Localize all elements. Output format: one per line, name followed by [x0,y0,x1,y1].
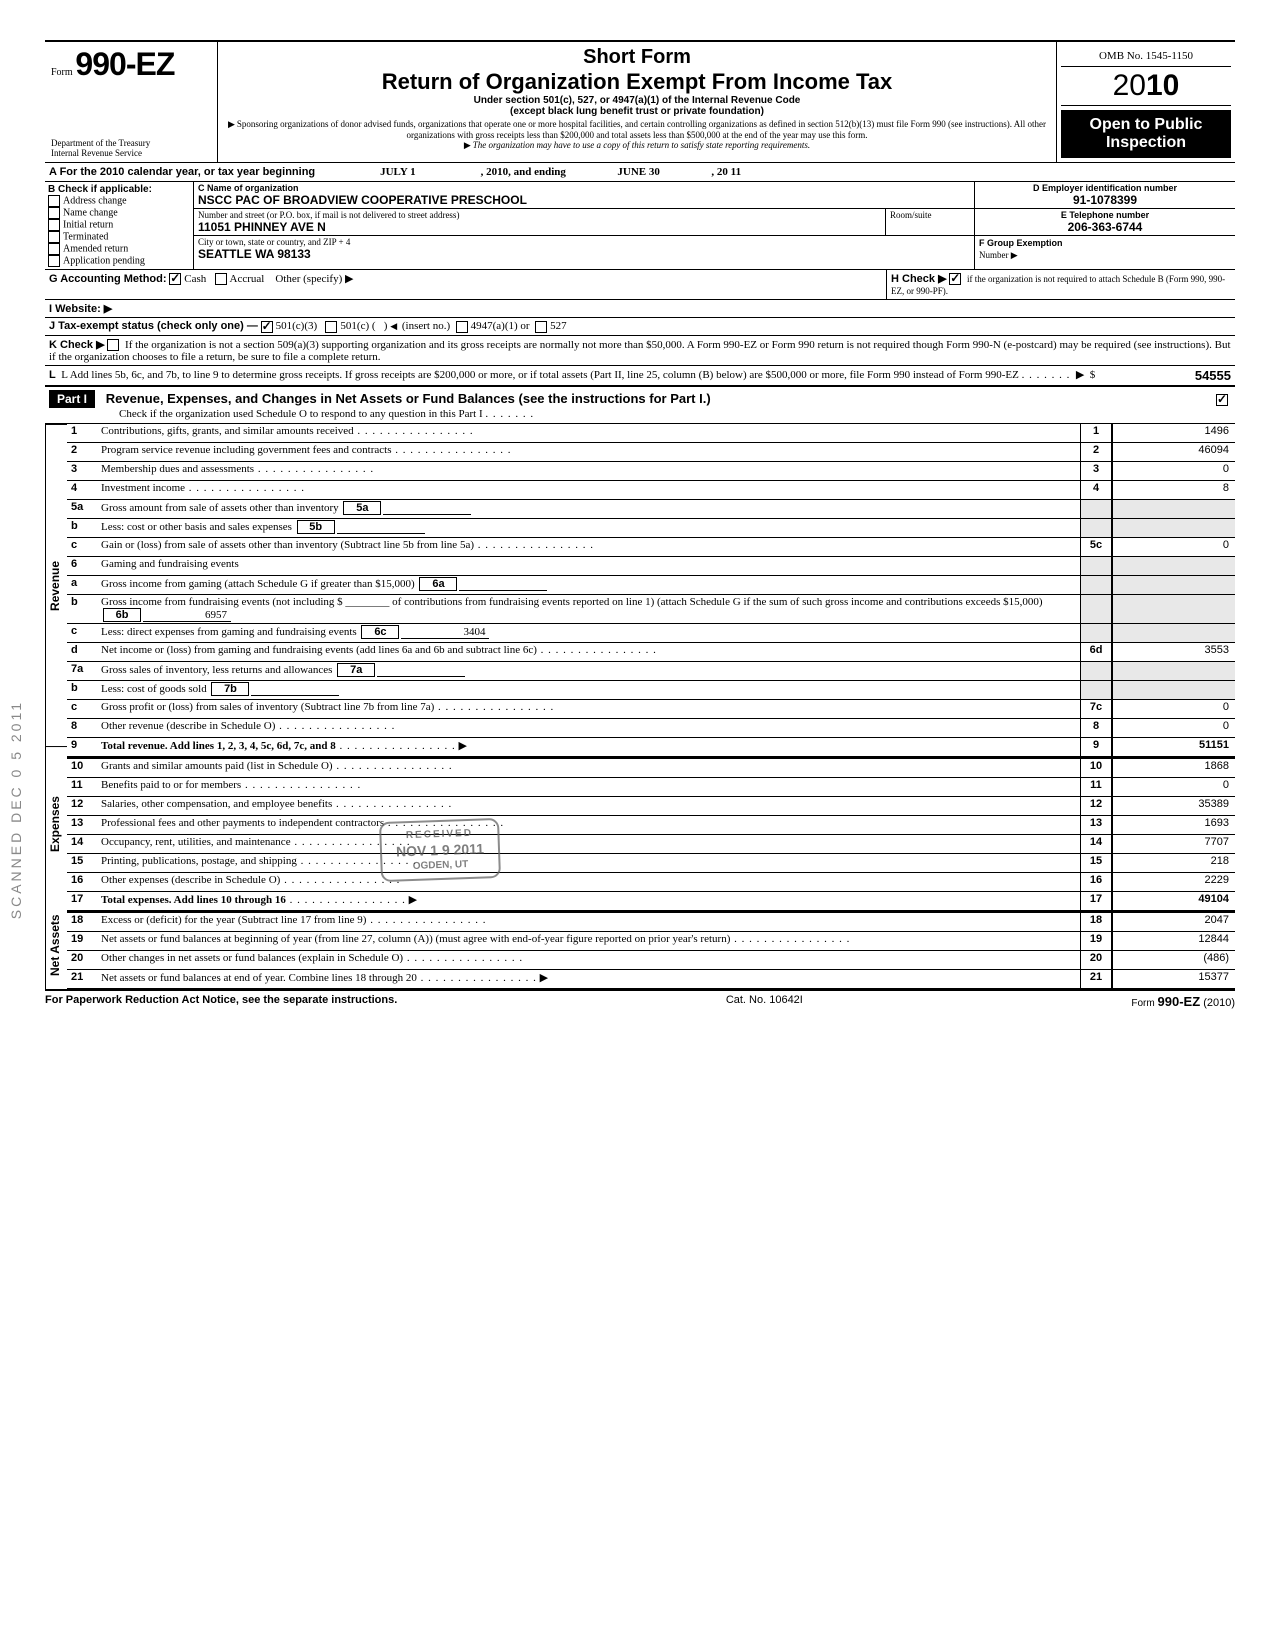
line-c: cGain or (loss) from sale of assets othe… [67,538,1235,557]
form-number: 990-EZ [75,46,174,82]
line-14: 14Occupancy, rent, utilities, and mainte… [67,835,1235,854]
j-501c3[interactable] [261,321,273,333]
cash-check[interactable] [169,273,181,285]
j-4947[interactable] [456,321,468,333]
expenses-tab: Expenses [45,746,67,901]
sponsor-text: Sponsoring organizations of donor advise… [228,119,1046,140]
line-19: 19Net assets or fund balances at beginni… [67,932,1235,951]
part1-header: Part I Revenue, Expenses, and Changes in… [45,387,1235,424]
line-a: A For the 2010 calendar year, or tax yea… [45,163,1235,182]
line-b: bLess: cost or other basis and sales exp… [67,519,1235,538]
netassets-tab: Net Assets [45,901,67,989]
pending-check[interactable] [48,255,60,267]
section-b: B Check if applicable: Address change Na… [45,182,194,269]
line-2: 2Program service revenue including gover… [67,443,1235,462]
f-number: Number ▶ [979,250,1018,260]
form-prefix: Form [51,67,73,78]
line-6: 6Gaming and fundraising events [67,557,1235,576]
accrual-check[interactable] [215,273,227,285]
terminated-check[interactable] [48,231,60,243]
page-footer: For Paperwork Reduction Act Notice, see … [45,991,1235,1009]
form-header: Form 990-EZ Department of the Treasury I… [45,40,1235,163]
amended-check[interactable] [48,243,60,255]
line-21: 21Net assets or fund balances at end of … [67,970,1235,989]
org-name: NSCC PAC OF BROADVIEW COOPERATIVE PRESCH… [198,193,970,207]
c-name-label: C Name of organization [198,183,970,193]
line-k: K Check ▶ If the organization is not a s… [45,336,1235,366]
line-h: H Check ▶ if the organization is not req… [886,270,1235,299]
line-18: 18Excess or (deficit) for the year (Subt… [67,911,1235,932]
copy-text: The organization may have to use a copy … [228,140,1046,151]
except-text: (except black lung benefit trust or priv… [228,106,1046,117]
line-20: 20Other changes in net assets or fund ba… [67,951,1235,970]
scanned-stamp: SCANNED DEC 0 5 2011 [8,700,24,919]
line-3: 3Membership dues and assessments30 [67,462,1235,481]
city-label: City or town, state or country, and ZIP … [198,237,970,247]
phone: 206-363-6744 [979,220,1231,234]
irs-label: Internal Revenue Service [51,148,211,158]
addr-change-check[interactable] [48,195,60,207]
initial-return-check[interactable] [48,219,60,231]
line-16: 16Other expenses (describe in Schedule O… [67,873,1235,892]
line-b: bGross income from fundraising events (n… [67,595,1235,624]
line-g: G Accounting Method: Cash Accrual Other … [45,270,886,299]
line-j: J Tax-exempt status (check only one) — 5… [45,318,1235,335]
revenue-tab: Revenue [45,424,67,746]
short-form-title: Short Form [228,46,1046,69]
d-label: D Employer identification number [979,183,1231,193]
line-5a: 5aGross amount from sale of assets other… [67,500,1235,519]
line-4: 4Investment income48 [67,481,1235,500]
h-check[interactable] [949,273,961,285]
line-11: 11Benefits paid to or for members110 [67,778,1235,797]
year-bold: 10 [1146,69,1179,102]
k-check[interactable] [107,339,119,351]
line-i: I Website: ▶ [45,300,1235,318]
line-c: cGross profit or (loss) from sales of in… [67,700,1235,719]
line-15: 15Printing, publications, postage, and s… [67,854,1235,873]
omb-number: OMB No. 1545-1150 [1061,46,1231,67]
street-label: Number and street (or P.O. box, if mail … [198,210,881,220]
year-prefix: 20 [1113,69,1146,102]
j-527[interactable] [535,321,547,333]
return-title: Return of Organization Exempt From Incom… [228,69,1046,95]
line-c: cLess: direct expenses from gaming and f… [67,624,1235,643]
open-public: Open to Public Inspection [1061,110,1231,158]
room-suite: Room/suite [885,209,974,235]
line-b: bLess: cost of goods sold 7b [67,681,1235,700]
line-9: 9Total revenue. Add lines 1, 2, 3, 4, 5c… [67,738,1235,757]
line-7a: 7aGross sales of inventory, less returns… [67,662,1235,681]
name-change-check[interactable] [48,207,60,219]
line-1: 1Contributions, gifts, grants, and simil… [67,424,1235,443]
j-501c[interactable] [325,321,337,333]
city: SEATTLE WA 98133 [198,247,970,261]
l-value: 54555 [1131,368,1231,383]
ein: 91-1078399 [979,193,1231,207]
f-label: F Group Exemption [979,238,1063,248]
e-label: E Telephone number [979,210,1231,220]
dept-treasury: Department of the Treasury [51,138,211,148]
line-12: 12Salaries, other compensation, and empl… [67,797,1235,816]
under-section: Under section 501(c), 527, or 4947(a)(1)… [228,95,1046,106]
line-a: aGross income from gaming (attach Schedu… [67,576,1235,595]
schedule-o-check[interactable] [1216,394,1228,406]
line-17: 17Total expenses. Add lines 10 through 1… [67,892,1235,911]
line-d: dNet income or (loss) from gaming and fu… [67,643,1235,662]
line-13: 13Professional fees and other payments t… [67,816,1235,835]
line-10: 10Grants and similar amounts paid (list … [67,757,1235,778]
line-8: 8Other revenue (describe in Schedule O)8… [67,719,1235,738]
line-l: L L Add lines 5b, 6c, and 7b, to line 9 … [45,366,1235,387]
street: 11051 PHINNEY AVE N [198,220,881,234]
